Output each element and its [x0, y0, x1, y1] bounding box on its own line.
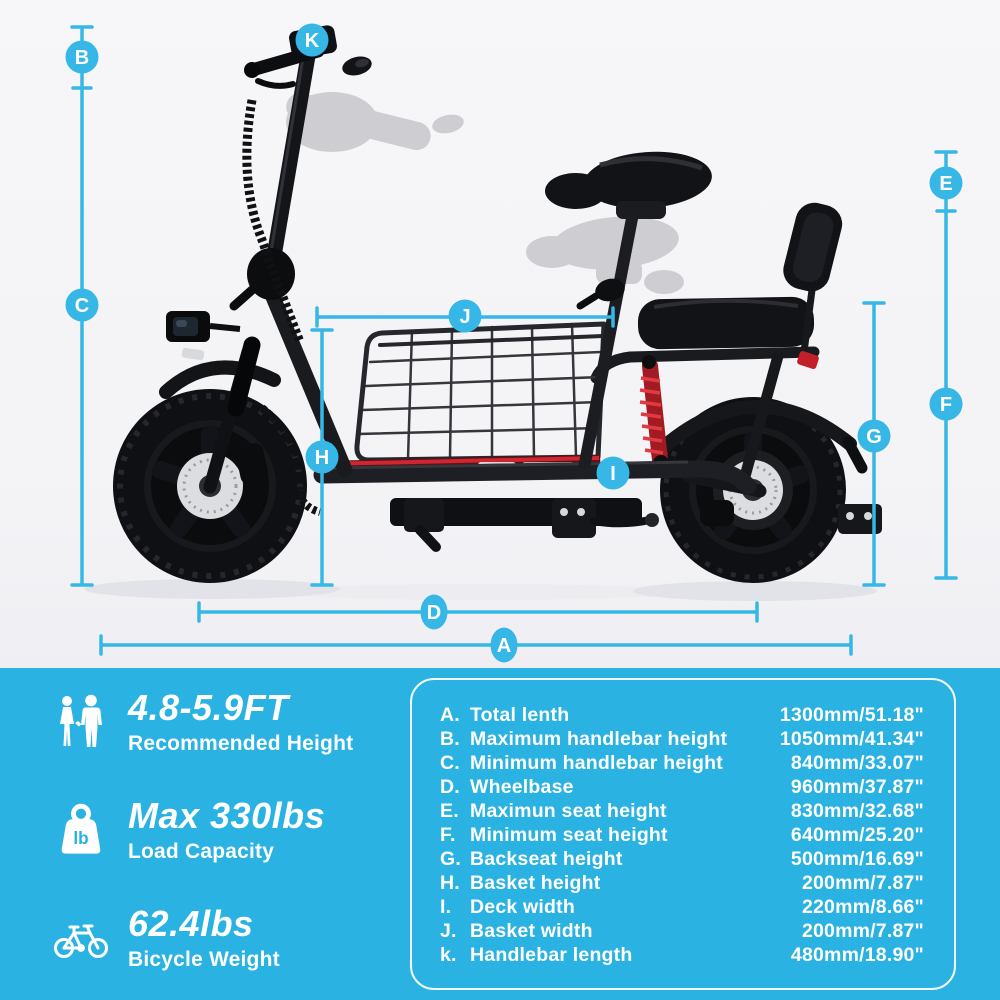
marker-c: C [65, 288, 99, 322]
spec-label: Bicycle Weight [128, 947, 280, 971]
deck [313, 455, 882, 552]
svg-text:E: E [939, 173, 952, 195]
dimension-row-g: G. Backseat height 500mm/16.69" [440, 847, 924, 870]
marker-k: K [295, 23, 329, 57]
spec-value: Max 330lbs [128, 795, 326, 836]
spec-bicycle-weight: 62.4lbs Bicycle Weight [52, 903, 280, 972]
svg-text:G: G [866, 426, 882, 448]
rear-mudflap [842, 436, 868, 474]
svg-text:A: A [497, 635, 511, 657]
marker-g: G [857, 419, 891, 453]
dimension-row-i: I. Deck width 220mm/8.66" [440, 895, 924, 918]
bicycle-icon [52, 909, 110, 969]
taillight [797, 351, 819, 369]
marker-b: B [65, 40, 99, 74]
dimension-row-f: F. Minimum seat height 640mm/25.20" [440, 823, 924, 846]
dimension-row-b: B. Maximum handlebar height 1050mm/41.34" [440, 727, 924, 750]
spec-recommended-height: 4.8-5.9FT Recommended Height [52, 687, 354, 756]
steering-column [203, 25, 372, 516]
spec-label: Load Capacity [128, 839, 275, 863]
front-fender [159, 360, 281, 399]
rear-shock [639, 355, 669, 471]
rear-fender [651, 400, 857, 459]
dimension-markers: B C K E F G J H I D A [65, 23, 963, 663]
dimension-row-h: H. Basket height 200mm/7.87" [440, 871, 924, 894]
seat-post [576, 206, 640, 470]
dimension-lines [70, 25, 958, 656]
spec-section: 4.8-5.9FT Recommended Height lb Max 330l… [0, 668, 1000, 1000]
ghost-parts [286, 92, 684, 294]
dimension-row-k: k. Handlebar length 480mm/18.90" [440, 943, 924, 966]
svg-text:J: J [459, 306, 470, 328]
dimension-row-j: J. Basket width 200mm/7.87" [440, 919, 924, 942]
saddle [545, 151, 712, 219]
headlight [166, 311, 241, 361]
spec-load-capacity: lb Max 330lbs Load Capacity [52, 795, 326, 864]
backseat [637, 296, 815, 350]
dimension-table-card: A. Total lenth 1300mm/51.18" B. Maximum han… [410, 678, 956, 990]
dimension-row-c: C. Minimum handlebar height 840mm/33.07" [440, 751, 924, 774]
dimension-row-a: A. Total lenth 1300mm/51.18" [440, 704, 924, 726]
marker-i: I [596, 456, 630, 490]
svg-text:I: I [610, 463, 616, 485]
couple-icon [52, 693, 110, 753]
marker-a: A [490, 627, 518, 663]
scooter-diagram: B C K E F G J H I D A [65, 23, 963, 663]
marker-f: F [929, 387, 963, 421]
svg-text:D: D [427, 602, 441, 624]
marker-j: J [448, 299, 482, 333]
marker-d: D [420, 594, 448, 630]
cargo-basket [354, 321, 607, 463]
backrest [783, 202, 843, 353]
marker-h: H [305, 440, 339, 474]
svg-text:B: B [75, 47, 89, 69]
weight-icon-text: lb [73, 828, 88, 848]
spec-value: 62.4lbs [128, 903, 254, 944]
dimension-row-e: E. Maximun seat height 830mm/32.68" [440, 799, 924, 822]
marker-e: E [929, 166, 963, 200]
weight-icon: lb [52, 801, 110, 861]
dimension-row-d: D. Wheelbase 960mm/37.87" [440, 775, 924, 798]
ground-shadow [84, 579, 877, 601]
svg-text:K: K [305, 30, 320, 52]
spec-value: 4.8-5.9FT [128, 687, 289, 728]
svg-text:F: F [940, 394, 952, 416]
spec-label: Recommended Height [128, 731, 354, 755]
diagram-section: B C K E F G J H I D A [0, 0, 1000, 668]
svg-text:H: H [315, 447, 329, 469]
svg-text:C: C [75, 295, 89, 317]
